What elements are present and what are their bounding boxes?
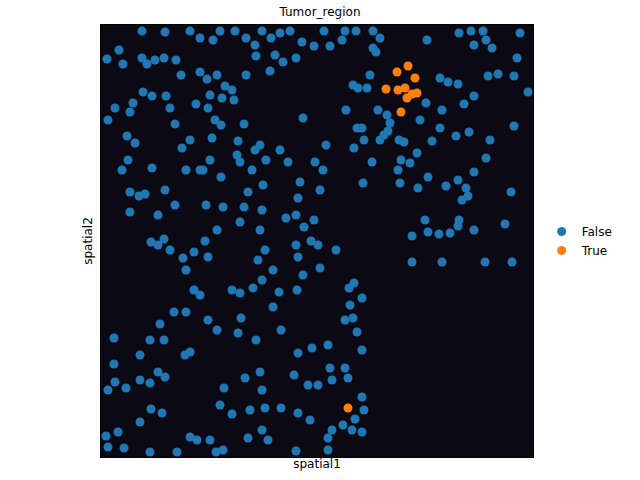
svg-text:False: False (582, 225, 612, 239)
svg-text:spatial2: spatial2 (81, 217, 95, 265)
svg-text:True: True (581, 244, 608, 258)
svg-text:Tumor_region: Tumor_region (278, 5, 360, 19)
svg-text:spatial1: spatial1 (293, 457, 341, 471)
